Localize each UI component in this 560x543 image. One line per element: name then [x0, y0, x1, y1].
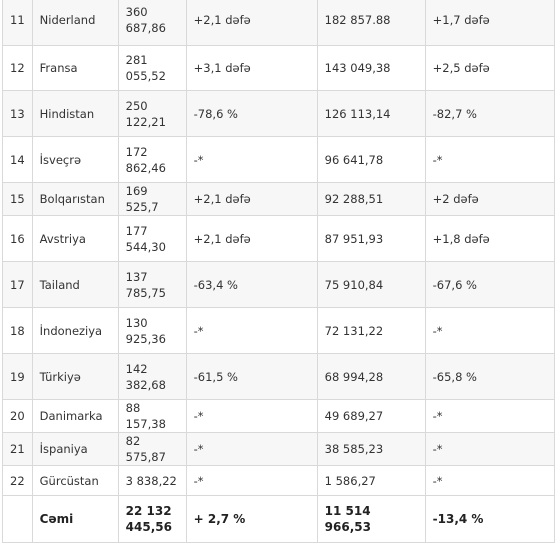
value-2: 92 288,51	[316, 182, 426, 216]
value-1: 177 544,30	[117, 215, 187, 262]
table-row: 12 Fransa 281 055,52 +3,1 dəfə 143 049,3…	[2, 45, 555, 91]
table-row: 18 İndoneziya 130 925,36 -* 72 131,22 -*	[2, 307, 555, 354]
change-2: -67,6 %	[424, 261, 555, 308]
table-row: 15 Bolqarıstan 169 525,7 +2,1 dəfə 92 28…	[2, 182, 555, 216]
row-number: 21	[2, 432, 33, 466]
value-1: 3 838,22	[117, 465, 187, 496]
change-2: -82,7 %	[424, 90, 555, 137]
row-number: 17	[2, 261, 33, 308]
change-1: -*	[185, 307, 318, 354]
row-number: 22	[2, 465, 33, 496]
row-number: 13	[2, 90, 33, 137]
value-2: 96 641,78	[316, 136, 426, 183]
country-name: Gürcüstan	[31, 465, 119, 496]
country-name: Fransa	[31, 45, 119, 91]
total-value-1: 22 132 445,56	[117, 495, 187, 543]
country-name: İsveçrə	[31, 136, 119, 183]
row-number: 11	[2, 0, 33, 46]
value-2: 75 910,84	[316, 261, 426, 308]
row-number: 20	[2, 399, 33, 433]
row-number: 18	[2, 307, 33, 354]
table-row: 17 Tailand 137 785,75 -63,4 % 75 910,84 …	[2, 261, 555, 308]
row-number: 19	[2, 353, 33, 400]
country-name: Avstriya	[31, 215, 119, 262]
country-name: Türkiyə	[31, 353, 119, 400]
change-2: -*	[424, 465, 555, 496]
row-number: 14	[2, 136, 33, 183]
value-1: 281 055,52	[117, 45, 187, 91]
country-name: Bolqarıstan	[31, 182, 119, 216]
country-name: İspaniya	[31, 432, 119, 466]
change-2: +1,7 dəfə	[424, 0, 555, 46]
value-1: 169 525,7	[117, 182, 187, 216]
value-1: 88 157,38	[117, 399, 187, 433]
change-1: +2,1 dəfə	[185, 182, 318, 216]
total-label: Cəmi	[31, 495, 119, 543]
value-2: 182 857.88	[316, 0, 426, 46]
value-1: 250 122,21	[117, 90, 187, 137]
change-1: +2,1 dəfə	[185, 215, 318, 262]
value-2: 68 994,28	[316, 353, 426, 400]
value-1: 172 862,46	[117, 136, 187, 183]
change-1: -78,6 %	[185, 90, 318, 137]
change-1: -*	[185, 136, 318, 183]
total-change-1: + 2,7 %	[185, 495, 318, 543]
change-1: +2,1 dəfə	[185, 0, 318, 46]
value-1: 360 687,86	[117, 0, 187, 46]
value-2: 38 585,23	[316, 432, 426, 466]
change-2: +2 dəfə	[424, 182, 555, 216]
table-row: 13 Hindistan 250 122,21 -78,6 % 126 113,…	[2, 90, 555, 137]
value-2: 126 113,14	[316, 90, 426, 137]
table-row: 11 Niderland 360 687,86 +2,1 dəfə 182 85…	[2, 0, 555, 46]
change-1: -*	[185, 432, 318, 466]
value-2: 1 586,27	[316, 465, 426, 496]
table-row: 21 İspaniya 82 575,87 -* 38 585,23 -*	[2, 432, 555, 466]
value-2: 72 131,22	[316, 307, 426, 354]
total-row: Cəmi 22 132 445,56 + 2,7 % 11 514 966,53…	[2, 495, 555, 543]
value-2: 87 951,93	[316, 215, 426, 262]
value-2: 49 689,27	[316, 399, 426, 433]
country-name: Niderland	[31, 0, 119, 46]
change-1: +3,1 dəfə	[185, 45, 318, 91]
row-number: 16	[2, 215, 33, 262]
change-1: -61,5 %	[185, 353, 318, 400]
change-2: +2,5 dəfə	[424, 45, 555, 91]
value-1: 137 785,75	[117, 261, 187, 308]
value-1: 142 382,68	[117, 353, 187, 400]
total-number-cell	[2, 495, 33, 543]
row-number: 15	[2, 182, 33, 216]
table-row: 14 İsveçrə 172 862,46 -* 96 641,78 -*	[2, 136, 555, 183]
change-2: +1,8 dəfə	[424, 215, 555, 262]
change-2: -65,8 %	[424, 353, 555, 400]
table-row: 16 Avstriya 177 544,30 +2,1 dəfə 87 951,…	[2, 215, 555, 262]
table-row: 20 Danimarka 88 157,38 -* 49 689,27 -*	[2, 399, 555, 433]
country-name: Tailand	[31, 261, 119, 308]
change-1: -*	[185, 465, 318, 496]
change-1: -63,4 %	[185, 261, 318, 308]
change-2: -*	[424, 432, 555, 466]
table-row: 19 Türkiyə 142 382,68 -61,5 % 68 994,28 …	[2, 353, 555, 400]
change-1: -*	[185, 399, 318, 433]
value-2: 143 049,38	[316, 45, 426, 91]
table-row: 22 Gürcüstan 3 838,22 -* 1 586,27 -*	[2, 465, 555, 496]
change-2: -*	[424, 136, 555, 183]
country-name: Hindistan	[31, 90, 119, 137]
country-name: İndoneziya	[31, 307, 119, 354]
row-number: 12	[2, 45, 33, 91]
change-2: -*	[424, 307, 555, 354]
total-value-2: 11 514 966,53	[316, 495, 426, 543]
value-1: 82 575,87	[117, 432, 187, 466]
value-1: 130 925,36	[117, 307, 187, 354]
country-name: Danimarka	[31, 399, 119, 433]
total-change-2: -13,4 %	[424, 495, 555, 543]
change-2: -*	[424, 399, 555, 433]
